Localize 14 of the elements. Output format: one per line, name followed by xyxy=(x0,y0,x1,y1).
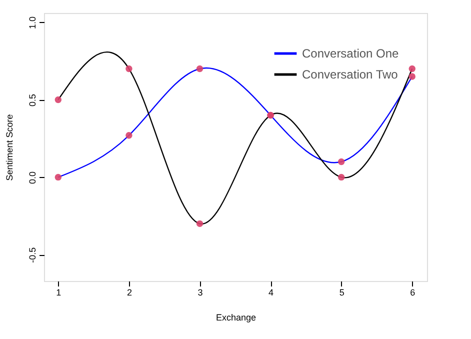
x-tick-label: 2 xyxy=(126,288,132,298)
y-tick-label: 0.5 xyxy=(28,94,38,107)
y-tick-label: 1.0 xyxy=(28,16,38,30)
x-tick-label: 6 xyxy=(410,288,416,298)
legend-label: Conversation Two xyxy=(302,68,398,82)
x-axis-title: Exchange xyxy=(216,312,256,322)
x-tick-label: 1 xyxy=(56,288,62,298)
x-tick-label: 4 xyxy=(268,288,274,298)
legend-label: Conversation One xyxy=(302,46,400,60)
y-tick-label: 0.0 xyxy=(28,171,38,184)
x-tick-label: 5 xyxy=(339,288,344,298)
y-axis-title: Sentiment Score xyxy=(4,114,14,181)
y-tick-label: -0.5 xyxy=(28,247,38,263)
x-tick-label: 3 xyxy=(198,288,203,298)
